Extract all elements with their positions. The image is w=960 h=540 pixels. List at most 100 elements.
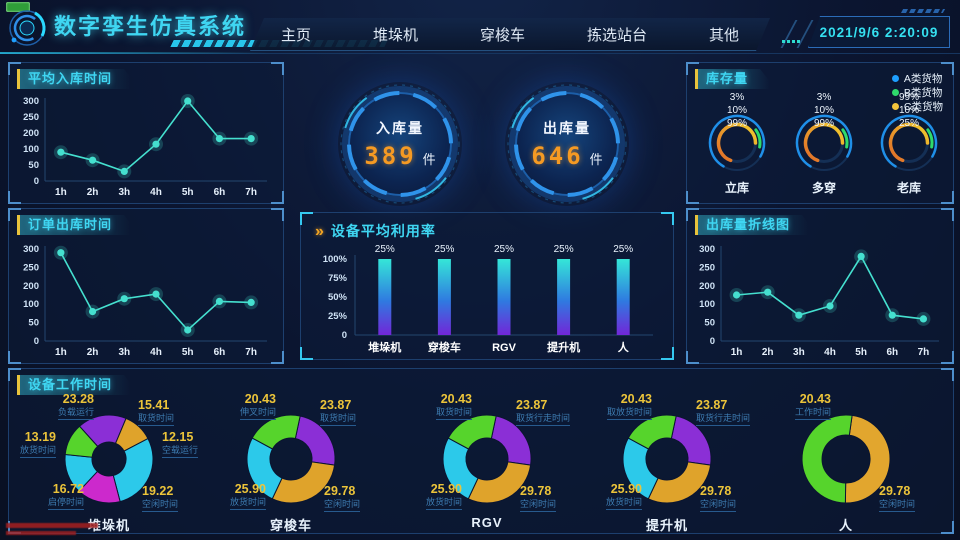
nav-item-2[interactable]: 穿梭车 — [479, 26, 525, 44]
svg-text:50%: 50% — [328, 292, 348, 303]
panel-title-avg-inbound: 平均入库时间 — [17, 69, 140, 89]
outbound-gauge: 出库量 646 件 — [505, 82, 629, 206]
chevrons-icon: » — [315, 223, 325, 240]
svg-text:2h: 2h — [762, 347, 774, 358]
donut-label-取货时间: 15.41 取货时间 — [138, 399, 228, 426]
svg-text:25%: 25% — [375, 244, 395, 255]
screen-recorder-badge — [6, 2, 30, 12]
svg-text:5h: 5h — [182, 187, 194, 198]
panel-outbound-line: 出库量折线图 0 50 100 200 250 300 1h 2h 3h 4h 5h 6h 7h — [686, 208, 954, 364]
svg-text:25%: 25% — [554, 244, 574, 255]
donut-堆垛机: 23.28 负载运行 15.41 取货时间 12.15 空载运行 19.22 空闲时间 16.7… — [14, 387, 204, 537]
panel-title-utilization: » 设备平均利用率 — [315, 223, 436, 240]
inbound-gauge-value: 389 — [364, 142, 417, 170]
donut-提升机: 23.87 取货行走时间 29.78 空闲时间 25.90 放货时间 20.43 取放货时间提… — [572, 387, 762, 537]
donut-label-空闲时间: 29.78 空闲时间 — [520, 485, 610, 512]
utilization-chart: 0 25% 50% 75% 100% 25% 堆垛机 25% 穿梭车 25% RGV 25% 提升机 25… — [307, 239, 667, 357]
svg-text:200: 200 — [23, 281, 39, 292]
avg-inbound-chart: 0 50 100 200 250 300 1h 2h 3h 4h 5h 6h 7h — [13, 91, 277, 199]
nav-item-1[interactable]: 堆垛机 — [372, 26, 418, 44]
datetime-deco-dashes — [900, 9, 946, 13]
panel-utilization: » 设备平均利用率 0 25% 50% 75% 100% 25% 堆垛机 25% 穿梭车 25% RG… — [300, 212, 674, 360]
donut-label-取货时间: 20.43 取货时间 — [390, 393, 472, 420]
svg-text:100: 100 — [23, 299, 39, 310]
svg-text:7h: 7h — [918, 347, 930, 358]
donut-label-工作时间: 20.43 工作时间 — [749, 393, 831, 420]
svg-text:250: 250 — [23, 112, 39, 123]
svg-text:2h: 2h — [87, 187, 99, 198]
svg-text:7h: 7h — [245, 187, 257, 198]
outbound-gauge-value: 646 — [531, 142, 584, 170]
donut-label-空闲时间: 29.78 空闲时间 — [324, 485, 414, 512]
inventory-legend: A类货物 B类货物 C类货物 — [891, 71, 943, 113]
donut-label-取放货时间: 20.43 取放货时间 — [570, 393, 652, 420]
svg-text:4h: 4h — [824, 347, 836, 358]
panel-title-worktime: 设备工作时间 — [17, 375, 140, 395]
red-watermark-line — [6, 531, 76, 535]
svg-text:0: 0 — [34, 176, 39, 187]
outbound-line-chart: 0 50 100 200 250 300 1h 2h 3h 4h 5h 6h 7h — [689, 239, 949, 359]
svg-text:100: 100 — [699, 299, 715, 310]
svg-text:6h: 6h — [886, 347, 898, 358]
svg-text:300: 300 — [23, 96, 39, 107]
donut-RGV: 23.87 取货行走时间 29.78 空闲时间 25.90 放货时间 20.43 取货时间 RG… — [392, 387, 582, 537]
donut-label-伸叉时间: 20.43 伸叉时间 — [194, 393, 276, 420]
svg-text:6h: 6h — [214, 347, 226, 358]
svg-text:0: 0 — [34, 336, 39, 347]
svg-text:穿梭车: 穿梭车 — [428, 340, 461, 354]
donut-name-堆垛机: 堆垛机 — [87, 518, 130, 533]
donut-label-空闲时间: 19.22 空闲时间 — [142, 485, 232, 512]
nav-item-3[interactable]: 拣选站台 — [586, 26, 647, 44]
svg-text:25%: 25% — [434, 244, 454, 255]
order-outbound-chart: 0 50 100 200 250 300 1h 2h 3h 4h 5h 6h 7h — [13, 239, 277, 359]
svg-text:人: 人 — [618, 340, 630, 354]
red-watermark-line — [6, 523, 98, 528]
nav-item-4[interactable]: 其他 — [708, 26, 739, 44]
svg-text:100%: 100% — [323, 254, 348, 265]
inbound-gauge-label: 入库量 — [376, 120, 424, 136]
donut-name-穿梭车: 穿梭车 — [269, 518, 312, 533]
inventory-ring-values-多穿: 3% 10% 99% — [813, 92, 834, 129]
svg-text:25%: 25% — [328, 311, 348, 322]
svg-text:6h: 6h — [214, 187, 226, 198]
header: 数字孪生仿真系统 主页 堆垛机 穿梭车 拣选站台 其他 2021/9/6 2:20:09 — [0, 0, 960, 55]
panel-inventory: 库存量 3% 10% 99% 立库 3% 10% 99% 多穿 99% 10% 25% 老库 A类货物 B… — [686, 62, 954, 204]
svg-text:300: 300 — [23, 244, 39, 255]
legend-item: C类货物 — [891, 99, 943, 113]
svg-text:100: 100 — [23, 144, 39, 155]
nav-item-0[interactable]: 主页 — [280, 26, 311, 44]
donut-label-放货时间: 25.90 放货时间 — [380, 483, 462, 510]
panel-avg-inbound: 平均入库时间 0 50 100 200 250 300 1h 2h 3h 4h 5h 6h 7h — [8, 62, 284, 204]
legend-dot-icon — [891, 88, 899, 96]
svg-text:50: 50 — [28, 160, 39, 171]
inventory-ring-name-立库: 立库 — [724, 181, 749, 195]
svg-text:25%: 25% — [613, 244, 633, 255]
svg-text:25%: 25% — [494, 244, 514, 255]
donut-label-负载运行: 23.28 负载运行 — [12, 393, 94, 420]
donut-label-空载运行: 12.15 空载运行 — [162, 431, 242, 458]
svg-text:3h: 3h — [793, 347, 805, 358]
svg-text:300: 300 — [699, 244, 715, 255]
svg-text:4h: 4h — [150, 187, 162, 198]
svg-text:提升机: 提升机 — [547, 340, 580, 354]
svg-text:50: 50 — [704, 318, 715, 329]
datetime-display: 2021/9/6 2:20:09 — [808, 16, 950, 48]
legend-item: B类货物 — [891, 85, 943, 99]
app-title: 数字孪生仿真系统 — [54, 14, 247, 39]
svg-text:2h: 2h — [87, 347, 99, 358]
worktime-donuts: 23.28 负载运行 15.41 取货时间 12.15 空载运行 19.22 空闲时间 16.7… — [9, 369, 953, 533]
legend-item: A类货物 — [891, 71, 943, 85]
donut-人: 29.78 空闲时间 20.43 工作时间人 — [751, 387, 941, 537]
donut-label-放货时间: 25.90 放货时间 — [184, 483, 266, 510]
inventory-ring-立库 — [708, 114, 766, 171]
svg-text:1h: 1h — [731, 347, 743, 358]
legend-dot-icon — [891, 102, 899, 110]
gauge-ring-decoration — [340, 84, 460, 204]
gauge-ring-decoration — [507, 84, 627, 204]
inventory-ring-values-立库: 3% 10% 99% — [726, 92, 747, 129]
donut-label-空闲时间: 29.78 空闲时间 — [700, 485, 790, 512]
donut-label-取货时间: 23.87 取货时间 — [320, 399, 410, 426]
panel-title-inventory: 库存量 — [695, 69, 776, 89]
donut-label-取货行走时间: 23.87 取货行走时间 — [696, 399, 786, 426]
svg-text:RGV: RGV — [492, 342, 517, 354]
